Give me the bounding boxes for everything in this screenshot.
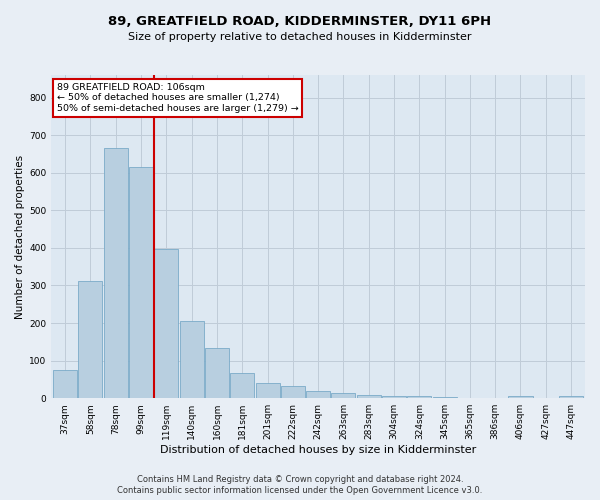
Bar [129,167,153,398]
Bar [154,248,178,398]
Bar [179,321,203,398]
Bar [256,383,280,398]
Text: 89 GREATFIELD ROAD: 106sqm
← 50% of detached houses are smaller (1,274)
50% of s: 89 GREATFIELD ROAD: 106sqm ← 50% of deta… [56,83,298,113]
Bar [407,396,431,398]
Bar [508,396,533,398]
Text: Size of property relative to detached houses in Kidderminster: Size of property relative to detached ho… [128,32,472,42]
Bar [281,386,305,398]
Bar [559,396,583,398]
Y-axis label: Number of detached properties: Number of detached properties [15,154,25,318]
Bar [205,348,229,398]
Text: Contains HM Land Registry data © Crown copyright and database right 2024.: Contains HM Land Registry data © Crown c… [137,475,463,484]
Text: 89, GREATFIELD ROAD, KIDDERMINSTER, DY11 6PH: 89, GREATFIELD ROAD, KIDDERMINSTER, DY11… [109,15,491,28]
Bar [230,372,254,398]
Bar [382,396,406,398]
Bar [104,148,128,398]
Bar [53,370,77,398]
Bar [79,281,103,398]
Text: Contains public sector information licensed under the Open Government Licence v3: Contains public sector information licen… [118,486,482,495]
X-axis label: Distribution of detached houses by size in Kidderminster: Distribution of detached houses by size … [160,445,476,455]
Bar [306,390,330,398]
Bar [331,392,355,398]
Bar [357,395,381,398]
